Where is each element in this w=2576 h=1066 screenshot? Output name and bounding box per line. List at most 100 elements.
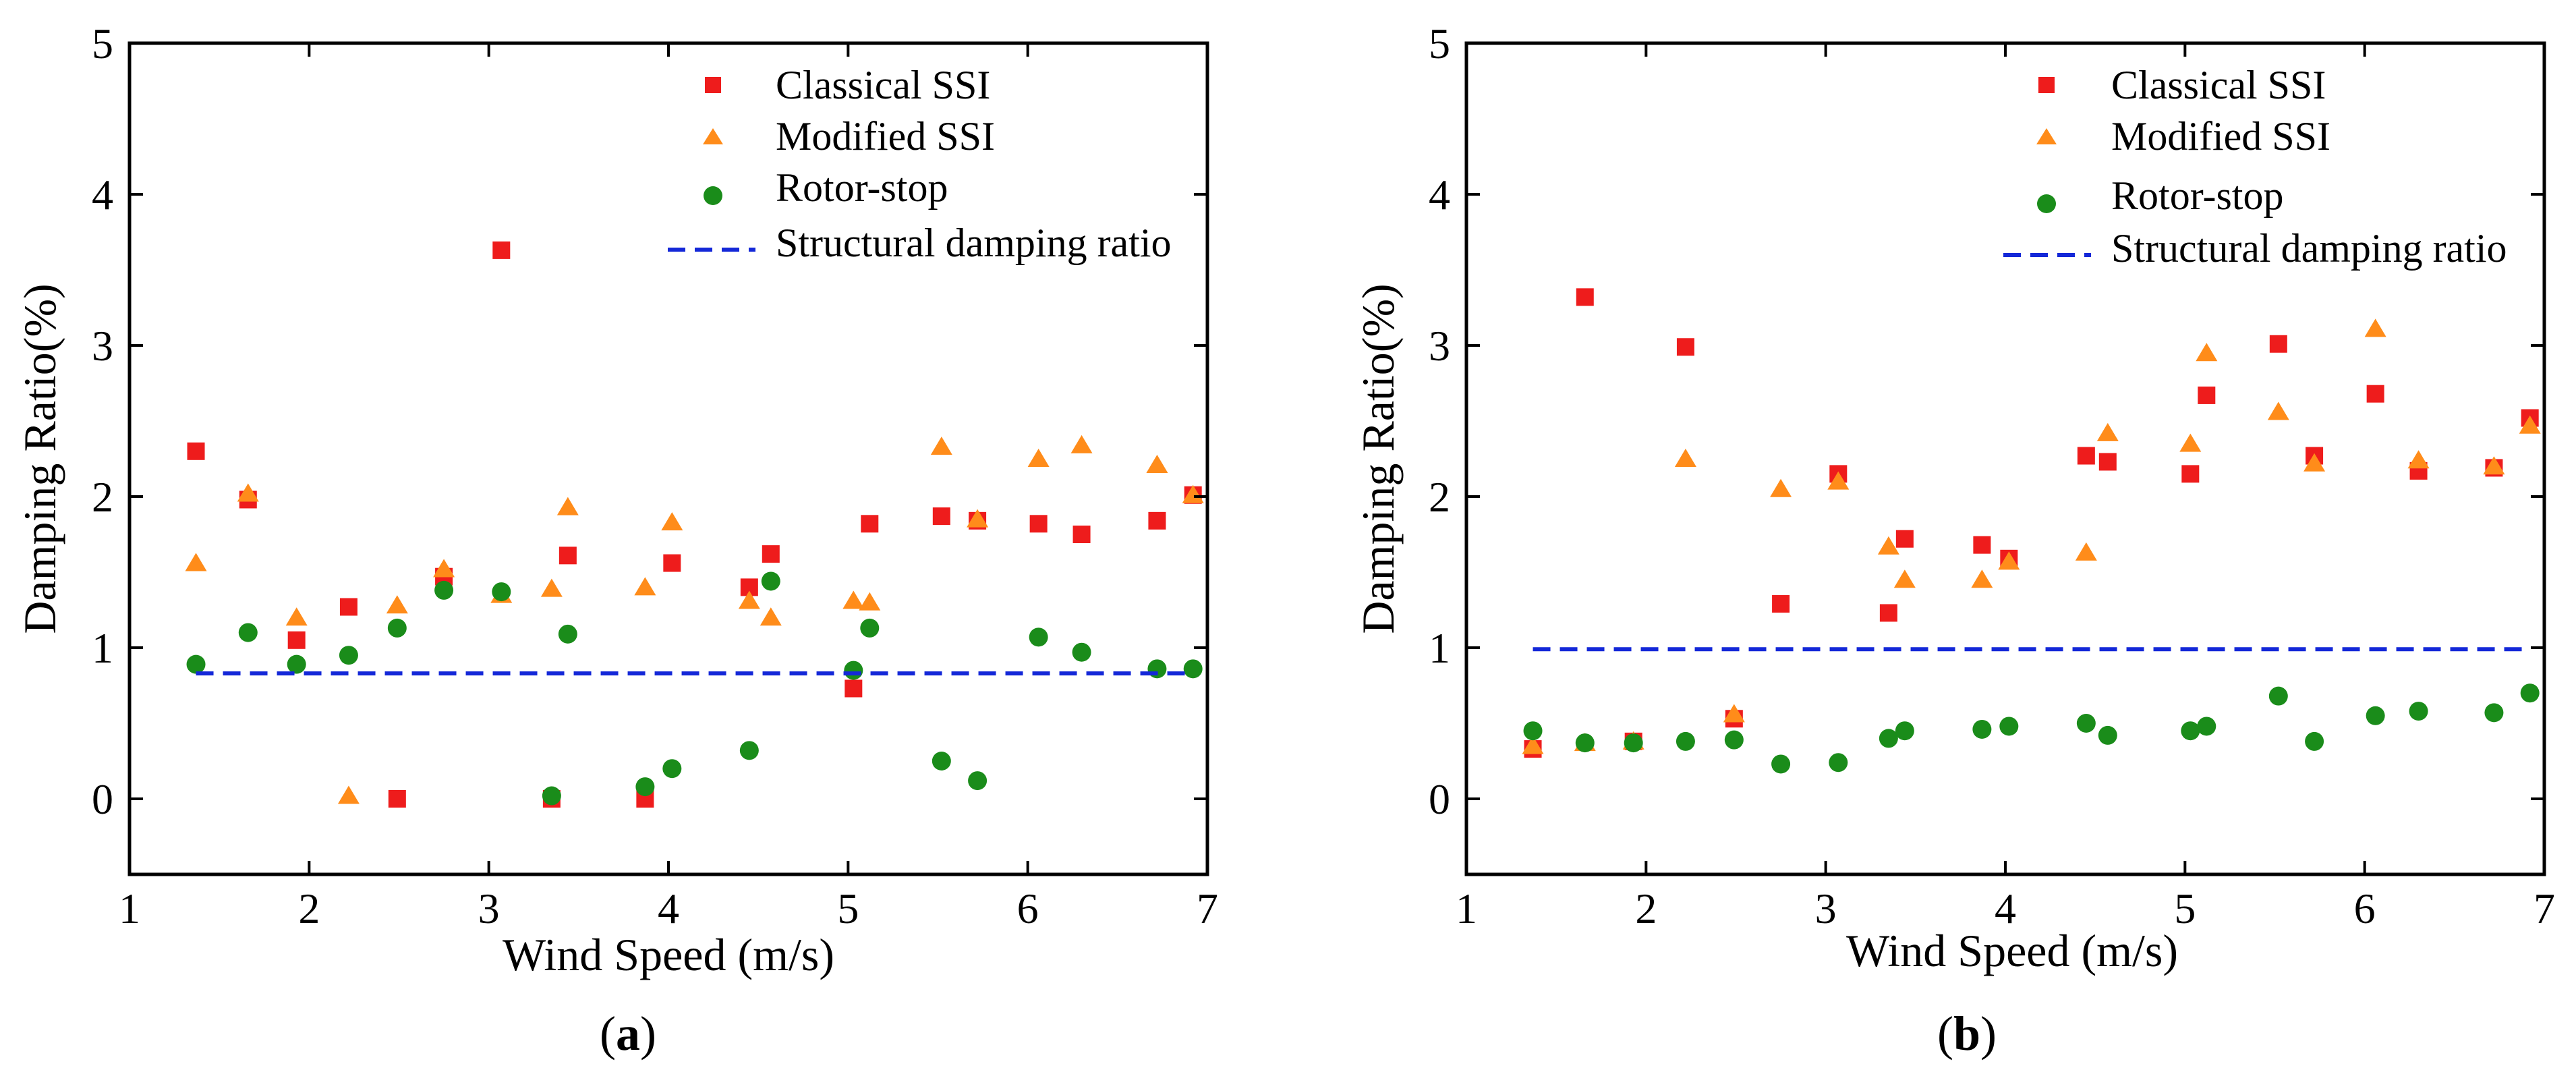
x-tick-label-a-1: 2 xyxy=(298,885,320,932)
rotor-stop-point-a-4 xyxy=(387,618,407,638)
classical-ssi-point-a-0 xyxy=(187,442,205,460)
modified-ssi-point-b-12 xyxy=(2096,422,2119,441)
rotor-stop-point-b-6 xyxy=(1829,753,1848,773)
rotor-stop-point-b-17 xyxy=(2366,706,2385,725)
classical-ssi-point-a-12 xyxy=(762,545,780,563)
rotor-stop-point-b-15 xyxy=(2268,686,2288,706)
modified-ssi-point-a-12 xyxy=(760,607,782,626)
x-tick-label-b-3: 4 xyxy=(1995,885,2016,932)
modified-ssi-point-b-20 xyxy=(2519,415,2541,434)
rotor-stop-point-b-19 xyxy=(2484,703,2504,723)
classical-ssi-point-b-5 xyxy=(1772,595,1790,613)
y-ticks-b: 0 1 2 3 4 5 xyxy=(1429,20,2544,823)
rotor-stop-point-a-17 xyxy=(1029,627,1048,647)
x-tick-label-b-4: 5 xyxy=(2174,885,2196,932)
panel-label-a: (a) xyxy=(600,1007,656,1061)
y-tick-label-b-2: 2 xyxy=(1429,473,1450,521)
classical-ssi-point-b-12 xyxy=(2098,453,2117,471)
series-layer-a xyxy=(185,241,1204,808)
modified-ssi-point-b-17 xyxy=(2364,318,2386,337)
classical-ssi-point-a-8 xyxy=(559,546,577,565)
modified-ssi-point-a-16 xyxy=(967,509,989,528)
x-tick-label-b-0: 1 xyxy=(1456,885,1477,932)
x-axis-label-a: Wind Speed (m/s) xyxy=(503,929,834,980)
modified-ssi-point-b-14 xyxy=(2196,343,2218,362)
legend-a: Classical SSI Modified SSI Rotor-stop St… xyxy=(668,63,1172,265)
modified-ssi-point-b-4 xyxy=(1723,704,1745,723)
x-ticks-b: 1 2 3 4 5 6 7 xyxy=(1456,43,2555,932)
y-tick-label-a-2: 2 xyxy=(92,473,113,521)
legend-swatch-rotor-a xyxy=(704,186,722,205)
rotor-stop-point-b-13 xyxy=(2181,721,2200,741)
classical-ssi-point-a-13 xyxy=(845,679,863,698)
rotor-stop-point-a-16 xyxy=(968,771,988,791)
rotor-stop-point-a-14 xyxy=(860,618,880,638)
y-ticks-a: 0 1 2 3 4 5 xyxy=(92,20,1207,823)
chart-panel-b: 1 2 3 4 5 6 7 0 1 2 3 4 5 Wind Speed (m/s) Damping … xyxy=(1352,20,2555,1061)
modified-ssi-point-b-3 xyxy=(1674,449,1696,467)
rotor-stop-point-b-8 xyxy=(1895,721,1914,741)
modified-ssi-point-b-8 xyxy=(1893,569,1916,588)
classical-ssi-point-a-6 xyxy=(492,241,511,259)
rotor-stop-point-a-6 xyxy=(492,582,511,602)
rotor-stop-point-a-13 xyxy=(844,661,863,680)
classical-ssi-point-a-17 xyxy=(1029,515,1048,533)
x-tick-label-b-6: 7 xyxy=(2534,885,2555,932)
modified-ssi-point-a-9 xyxy=(634,577,656,596)
modified-ssi-point-a-8 xyxy=(556,497,579,515)
modified-ssi-point-a-15 xyxy=(930,437,952,455)
classical-ssi-point-b-1 xyxy=(1576,288,1594,306)
classical-ssi-point-b-15 xyxy=(2269,335,2287,353)
rotor-stop-point-a-5 xyxy=(434,580,454,600)
y-tick-label-b-5: 5 xyxy=(1429,20,1450,67)
chart-panel-a: 1 2 3 4 5 6 7 0 1 2 3 4 5 Wind Speed (m/s) Damping … xyxy=(14,20,1218,1061)
rotor-stop-point-b-1 xyxy=(1575,733,1595,753)
panel-letter-b: b xyxy=(1953,1007,1980,1061)
rotor-stop-point-b-3 xyxy=(1676,731,1695,751)
modified-ssi-point-b-6 xyxy=(1827,471,1850,490)
modified-ssi-point-a-3 xyxy=(337,785,360,804)
legend-swatch-classical-a xyxy=(705,77,721,93)
modified-ssi-point-a-17 xyxy=(1027,449,1050,467)
legend-label-rotor-a: Rotor-stop xyxy=(776,165,948,210)
classical-ssi-point-a-18 xyxy=(1072,526,1091,543)
rotor-stop-point-a-18 xyxy=(1072,642,1091,662)
legend-label-modified-a: Modified SSI xyxy=(776,114,995,159)
rotor-stop-point-b-7 xyxy=(1879,729,1898,748)
modified-ssi-point-a-0 xyxy=(185,553,207,571)
rotor-stop-point-a-8 xyxy=(558,624,577,644)
modified-ssi-point-b-18 xyxy=(2407,450,2430,469)
rotor-stop-point-b-14 xyxy=(2197,717,2216,736)
modified-ssi-point-a-14 xyxy=(859,592,881,611)
y-tick-label-b-0: 0 xyxy=(1429,775,1450,823)
y-tick-label-a-3: 3 xyxy=(92,322,113,370)
classical-ssi-point-a-19 xyxy=(1148,511,1166,530)
rotor-stop-point-b-20 xyxy=(2520,683,2540,703)
rotor-stop-point-b-4 xyxy=(1724,730,1744,750)
modified-ssi-point-b-16 xyxy=(2303,453,2326,472)
modified-ssi-point-a-13 xyxy=(842,590,865,609)
y-tick-label-a-0: 0 xyxy=(92,775,113,823)
classical-ssi-point-a-15 xyxy=(932,507,950,526)
classical-ssi-point-a-3 xyxy=(339,598,357,616)
classical-ssi-point-a-14 xyxy=(861,515,879,533)
y-axis-label-b: Damping Ratio(%) xyxy=(1352,283,1404,634)
classical-ssi-point-b-13 xyxy=(2181,465,2200,483)
legend-label-classical-a: Classical SSI xyxy=(776,63,990,107)
y-tick-label-a-5: 5 xyxy=(92,20,113,67)
rotor-stop-point-b-9 xyxy=(1972,719,1992,739)
rotor-stop-point-a-11 xyxy=(739,741,759,760)
x-tick-label-b-1: 2 xyxy=(1635,885,1657,932)
x-axis-label-b: Wind Speed (m/s) xyxy=(1846,925,2178,976)
legend-swatch-modified-b xyxy=(2036,128,2057,144)
classical-ssi-point-b-11 xyxy=(2077,447,2095,465)
classical-ssi-point-a-10 xyxy=(663,554,681,572)
legend-swatch-modified-a xyxy=(703,128,723,144)
y-tick-label-b-1: 1 xyxy=(1429,624,1450,672)
x-tick-label-a-0: 1 xyxy=(119,885,140,932)
y-tick-label-b-3: 3 xyxy=(1429,322,1450,370)
classical-ssi-point-b-8 xyxy=(1895,530,1914,548)
classical-ssi-point-b-7 xyxy=(1879,604,1897,622)
modified-ssi-point-a-20 xyxy=(1182,484,1204,503)
series-layer-b xyxy=(1522,288,2541,774)
